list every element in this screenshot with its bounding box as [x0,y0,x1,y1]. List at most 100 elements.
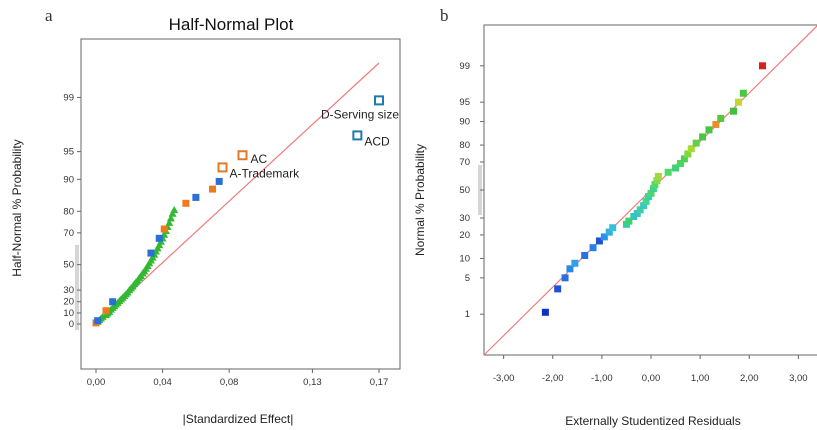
chart-a-point-square [102,307,110,315]
chart-b-point [664,168,672,176]
chart-b-y-tick-label: 95 [459,97,470,108]
chart-b-x-tick-label: -2,00 [542,373,564,384]
chart-b-point [541,308,549,316]
chart-a-point-label: D-Serving size [321,107,399,121]
chart-b-point [680,155,688,163]
chart-a-points [92,95,384,327]
chart-a-point-square [160,225,168,233]
chart-b-y-tick-label: 30 [459,213,470,224]
chart-b-point [676,160,684,168]
chart-b-point [589,244,597,252]
chart-a-x-tick-label: 0,13 [303,377,322,388]
chart-b-point [554,285,562,293]
chart-b-y-axis-label: Normal % Probability [413,144,427,256]
chart-a-y-tick-label: 0 [69,319,74,330]
chart-b-point [600,233,608,241]
chart-a-y-tick-label: 50 [63,260,74,271]
chart-b-y-tick-label: 50 [459,185,470,196]
chart-a-point-open-square [237,150,248,161]
chart-b-point [571,259,579,267]
chart-b-x-tick-label: -1,00 [591,373,613,384]
chart-a-y-tick-label: 80 [63,206,74,217]
chart-a-point-label: A-Trademark [230,166,301,180]
chart-a-y-tick-label: 20 [63,297,74,308]
panel-b: b -3,00 -2,00 -1,00 0,00 1,00 2,00 3,00 1 5 10 20 3… [413,6,817,428]
chart-a-y-tick-label: 99 [63,92,74,103]
chart-a-point-open-square [352,130,363,141]
chart-b-point [595,237,603,245]
chart-b-point [730,107,738,115]
chart-a-y-tick-label: 30 [63,285,74,296]
chart-b-y-tick-label: 1 [465,309,470,320]
chart-a-point-triangle [170,206,179,214]
chart-b-x-tick-label: 3,00 [789,373,808,384]
chart-a-x-axis-label: |Standardized Effect| [183,412,294,426]
panel-b-letter: b [440,6,449,25]
chart-b-ticks: -3,00 -2,00 -1,00 0,00 1,00 2,00 3,00 1 5 10 20 30 5… [459,61,807,384]
chart-b-point [609,224,617,232]
chart-a-point-triangle [168,209,177,217]
chart-b-point [642,197,650,205]
chart-b-x-tick-label: -3,00 [493,373,515,384]
chart-a-point-label: ACD [364,134,390,148]
chart-b-point [636,206,644,214]
chart-a-point-triangle [166,214,175,222]
chart-b-y-tick-label: 70 [459,157,470,168]
chart-a-x-tick-label: 0,08 [220,377,239,388]
chart-a-y-scrollbar[interactable] [75,245,79,330]
chart-b-point [647,189,655,197]
chart-b-point [692,139,700,147]
chart-a-point-open-square [374,95,384,106]
panel-a: a Half-Normal Plot 0,00 0,04 0,08 0,13 0,170… [10,6,401,426]
chart-a-y-tick-label: 10 [63,308,74,319]
chart-b-point [651,181,659,189]
chart-b-point [625,217,633,225]
chart-b-point [649,185,657,193]
chart-a-point-square [192,193,200,201]
panel-a-letter: a [45,6,53,25]
chart-b-point [561,274,569,282]
chart-b-point [654,172,662,180]
chart-a-plot-frame [80,38,401,370]
chart-b-point [566,265,574,273]
chart-b-point [717,114,725,122]
chart-b-x-axis-label: Externally Studentized Residuals [565,414,740,428]
chart-b-point [672,164,680,172]
chart-a-point-square [109,298,117,306]
chart-b-point [605,228,613,236]
chart-b-point [687,145,695,153]
chart-b-point [739,89,747,97]
chart-b-point [653,177,661,185]
chart-b-y-tick-label: 5 [465,273,470,284]
chart-b-y-tick-label: 10 [459,253,470,264]
chart-a-point-label: AC [250,152,267,166]
chart-a-title: Half-Normal Plot [169,15,294,34]
chart-b-point [712,121,720,129]
chart-b-point [684,150,692,158]
chart-a-x-tick-label: 0,04 [153,377,172,388]
chart-a-point-triangle [165,218,174,226]
chart-a-point-square [215,177,223,185]
chart-a-y-axis-label: Half-Normal % Probability [10,139,24,276]
chart-a-point-open-square [217,162,228,173]
chart-b-y-tick-label: 80 [459,140,470,151]
chart-a-point-square [147,249,155,257]
chart-a-point-square [209,185,217,193]
chart-b-y-tick-label: 90 [459,117,470,128]
chart-b-point [633,209,641,217]
chart-b-point [758,62,766,70]
chart-b-points [541,62,766,316]
chart-a-y-tick-label: 70 [63,228,74,239]
chart-b-y-tick-label: 99 [459,61,470,72]
chart-a-reference-line [95,62,380,325]
chart-a-point-square [182,199,190,207]
chart-b-x-tick-label: 1,00 [691,373,710,384]
chart-b-x-tick-label: 2,00 [740,373,759,384]
chart-b-point [581,251,589,259]
chart-a-x-tick-label: 0,00 [87,377,106,388]
chart-b-x-tick-label: 0,00 [642,373,661,384]
chart-a-point-square [155,234,163,242]
